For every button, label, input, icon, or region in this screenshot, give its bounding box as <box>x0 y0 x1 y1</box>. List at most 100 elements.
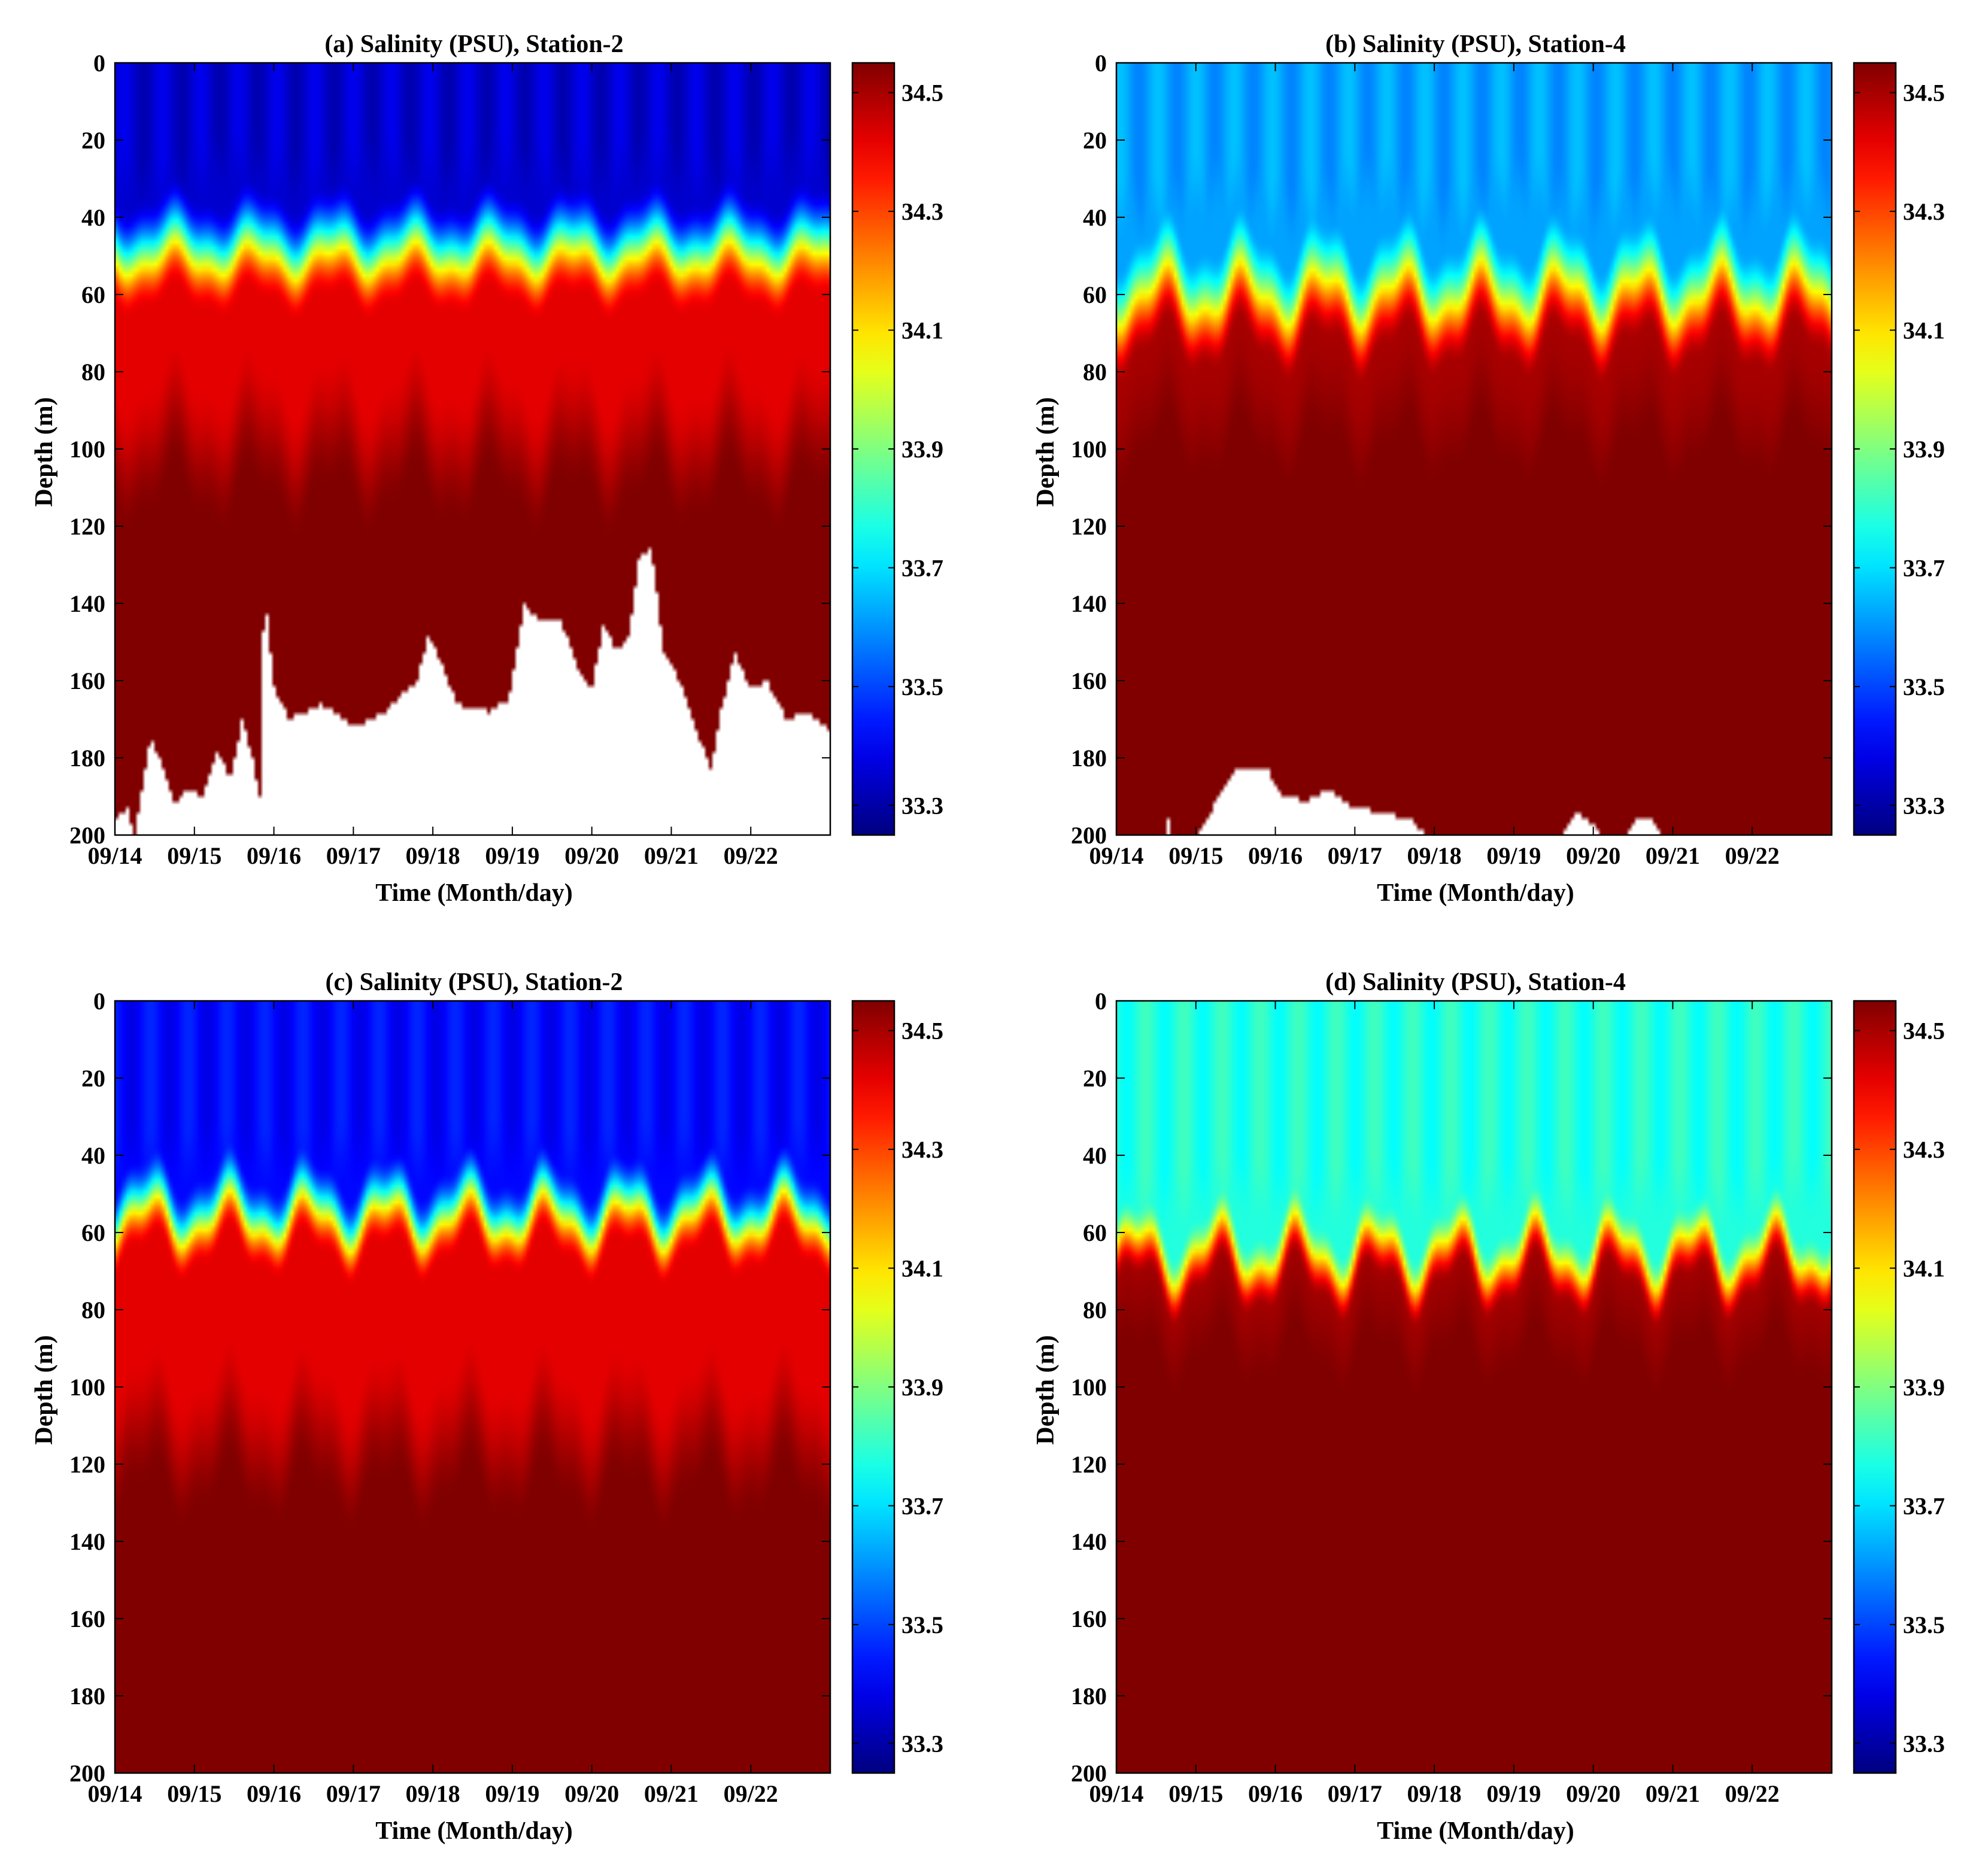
colorbar-tick-label: 33.9 <box>1903 436 1945 463</box>
x-tick-label: 09/22 <box>724 1780 778 1807</box>
x-tick-label: 09/20 <box>564 842 619 869</box>
panel-a: (a) Salinity (PSU), Station-2 09/14 09/15… <box>31 31 943 907</box>
y-tick-label: 0 <box>93 50 105 77</box>
colorbar-tick-label: 34.1 <box>1903 1255 1945 1282</box>
colorbar-tick-label: 33.3 <box>1903 792 1945 819</box>
colorbar-tick-label: 34.3 <box>1903 198 1945 225</box>
x-tick-label: 09/20 <box>1566 842 1620 869</box>
y-tick-label: 200 <box>69 822 105 849</box>
colorbar <box>851 62 896 836</box>
y-tick-label: 180 <box>69 745 105 772</box>
panel-b-ylabel: Depth (m) <box>1032 397 1060 506</box>
y-tick-label: 60 <box>1083 281 1107 308</box>
x-tick-label: 09/14 <box>87 1780 142 1807</box>
colorbar-tick-label: 34.3 <box>1903 1136 1945 1163</box>
x-tick-label: 09/18 <box>1407 1780 1462 1807</box>
y-tick-label: 80 <box>1083 1297 1107 1323</box>
y-tick-label: 100 <box>69 1374 105 1401</box>
y-tick-label: 120 <box>1071 1451 1107 1478</box>
y-tick-label: 120 <box>1071 513 1107 540</box>
y-tick-label: 200 <box>69 1760 105 1787</box>
colorbar-tick-label: 33.3 <box>901 792 943 819</box>
panel-c-heatmap <box>115 1001 830 1773</box>
panel-b-axes: 09/14 09/15 09/16 09/17 09/18 09/19 09/20 09/21… <box>1071 50 1833 869</box>
panel-a-title: (a) Salinity (PSU), Station-2 <box>324 31 623 58</box>
x-tick-label: 09/21 <box>644 1780 699 1807</box>
x-tick-label: 09/22 <box>1725 1780 1780 1807</box>
colorbar-tick-label: 33.7 <box>1903 554 1945 581</box>
x-tick-label: 09/21 <box>1646 1780 1700 1807</box>
x-tick-label: 09/19 <box>485 842 539 869</box>
x-tick-label: 09/17 <box>326 1780 381 1807</box>
heatmap-raster <box>115 1001 830 1773</box>
x-tick-label: 09/15 <box>167 1780 221 1807</box>
y-tick-label: 100 <box>1071 1374 1107 1401</box>
x-tick-label: 09/16 <box>1248 1780 1303 1807</box>
panel-c-title: (c) Salinity (PSU), Station-2 <box>326 969 623 996</box>
x-tick-label: 09/19 <box>1486 1780 1541 1807</box>
y-tick-label: 120 <box>69 1451 105 1478</box>
panel-c-axes: 09/14 09/15 09/16 09/17 09/18 09/19 09/20 09/21… <box>69 988 831 1807</box>
colorbar-tick-label: 34.3 <box>901 1136 943 1163</box>
panel-d-title: (d) Salinity (PSU), Station-4 <box>1325 969 1626 996</box>
panel-a-heatmap <box>115 63 830 835</box>
colorbar-tick-label: 33.9 <box>1903 1374 1945 1401</box>
panel-b-title: (b) Salinity (PSU), Station-4 <box>1325 31 1626 58</box>
colorbar <box>1853 62 1897 836</box>
y-tick-label: 60 <box>81 1219 105 1246</box>
heatmap-raster <box>1116 63 1832 835</box>
panel-d-axes: 09/14 09/15 09/16 09/17 09/18 09/19 09/20 09/21… <box>1071 988 1833 1807</box>
x-tick-label: 09/19 <box>1486 842 1541 869</box>
colorbar-tick-label: 34.5 <box>1903 80 1945 107</box>
x-tick-label: 09/21 <box>644 842 699 869</box>
y-tick-label: 20 <box>1083 127 1107 154</box>
x-tick-label: 09/18 <box>1407 842 1462 869</box>
colorbar-tick-label: 34.5 <box>1903 1018 1945 1045</box>
y-tick-label: 40 <box>81 204 105 231</box>
y-tick-label: 60 <box>1083 1219 1107 1246</box>
x-tick-label: 09/16 <box>247 1780 301 1807</box>
panel-d-ylabel: Depth (m) <box>1032 1335 1060 1444</box>
y-tick-label: 180 <box>69 1683 105 1710</box>
x-tick-label: 09/15 <box>1168 1780 1223 1807</box>
x-tick-label: 09/16 <box>247 842 301 869</box>
panel-b-xlabel: Time (Month/day) <box>1377 879 1574 907</box>
y-tick-label: 0 <box>1095 50 1107 77</box>
y-tick-label: 40 <box>1083 204 1107 231</box>
colorbar-tick-label: 33.9 <box>901 436 943 463</box>
x-tick-label: 09/19 <box>485 1780 539 1807</box>
panel-c-xlabel: Time (Month/day) <box>375 1817 572 1845</box>
y-tick-label: 180 <box>1071 745 1107 772</box>
colorbar-tick-label: 33.7 <box>901 1492 943 1519</box>
colorbar <box>1853 1000 1897 1774</box>
x-tick-label: 09/22 <box>724 842 778 869</box>
colorbar-tick-label: 33.7 <box>1903 1492 1945 1519</box>
y-tick-label: 140 <box>69 1528 105 1555</box>
x-tick-label: 09/22 <box>1725 842 1780 869</box>
colorbar-tick-label: 34.5 <box>901 1018 943 1045</box>
x-tick-label: 09/14 <box>1089 842 1143 869</box>
colorbar-tick-label: 33.3 <box>1903 1730 1945 1757</box>
x-tick-label: 09/17 <box>1328 1780 1382 1807</box>
x-tick-label: 09/20 <box>1566 1780 1620 1807</box>
y-tick-label: 120 <box>69 513 105 540</box>
colorbar-tick-label: 34.3 <box>901 198 943 225</box>
panel-b: (b) Salinity (PSU), Station-4 09/14 09/15… <box>1032 31 1945 907</box>
y-tick-label: 0 <box>93 988 105 1015</box>
panel-a-ylabel: Depth (m) <box>31 397 58 506</box>
y-tick-label: 140 <box>1071 590 1107 617</box>
y-tick-label: 40 <box>81 1142 105 1169</box>
colorbar-tick-label: 34.1 <box>901 1255 943 1282</box>
colorbar-tick-label: 33.5 <box>901 1611 943 1638</box>
y-tick-label: 80 <box>1083 359 1107 385</box>
x-tick-label: 09/15 <box>167 842 221 869</box>
y-tick-label: 160 <box>1071 1605 1107 1632</box>
panel-c: (c) Salinity (PSU), Station-2 09/14 09/15… <box>31 969 943 1845</box>
y-tick-label: 140 <box>69 590 105 617</box>
y-tick-label: 80 <box>81 359 105 385</box>
colorbar-tick-label: 33.7 <box>901 554 943 581</box>
colorbar-tick-label: 33.5 <box>901 673 943 700</box>
y-tick-label: 80 <box>81 1297 105 1323</box>
y-tick-label: 20 <box>81 1065 105 1092</box>
